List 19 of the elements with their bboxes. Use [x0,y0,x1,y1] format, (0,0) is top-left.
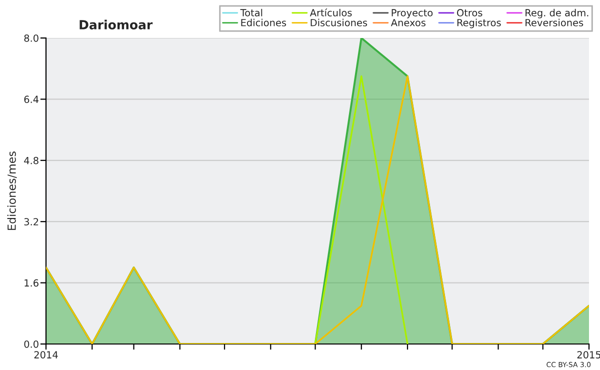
y-tick-label: 0.0 [24,340,38,348]
legend-label: Registros [457,18,501,28]
y-tick-label: 3.2 [24,218,38,226]
x-tick-label: 2014 [34,351,58,358]
legend-label: Total [240,8,262,16]
y-tick-label: 8.0 [24,34,38,42]
legend-label: Proyecto [392,9,433,18]
legend-label: Discusiones [310,18,368,26]
legend-label: Reg. de adm. [526,8,588,18]
y-tick-label: 1.6 [24,279,38,287]
y-tick-label: 6.4 [24,96,39,104]
legend-label: Otros [457,9,482,16]
legend-label: Artículos [310,8,352,16]
y-axis-title: Ediciones/mes [7,152,17,230]
legend-label: Reversiones [526,18,584,26]
y-tick-label: 4.8 [24,156,38,164]
legend-label: Ediciones [241,18,286,26]
legend-label: Anexos [390,19,426,26]
chart-title: Dariomoar [80,20,153,30]
